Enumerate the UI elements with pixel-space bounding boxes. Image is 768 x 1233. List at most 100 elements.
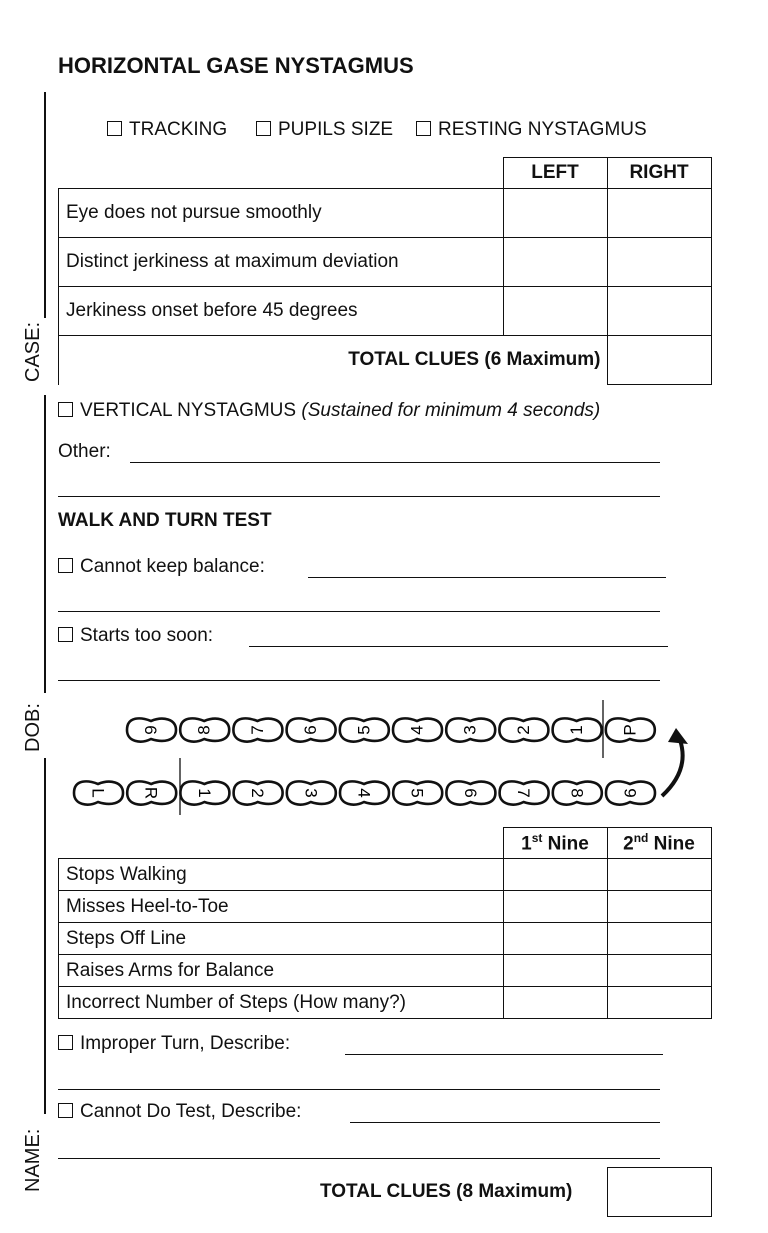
check-starts-too-soon[interactable]: Starts too soon:	[58, 625, 213, 647]
cell-second[interactable]	[606, 954, 712, 987]
footprint-5: 5	[391, 780, 444, 806]
name-line[interactable]	[44, 758, 46, 1114]
check-label: Improper Turn, Describe:	[80, 1033, 291, 1054]
check-label: Cannot keep balance:	[80, 556, 265, 577]
starts-line[interactable]	[249, 646, 668, 647]
total-clues-label: TOTAL CLUES (6 Maximum)	[58, 335, 607, 385]
footprint-9: 9	[125, 717, 178, 743]
other-line[interactable]	[130, 462, 660, 463]
cannot-do-line[interactable]	[350, 1122, 660, 1123]
cell-right[interactable]	[606, 237, 712, 287]
checkbox[interactable]	[416, 121, 431, 136]
footprint-L: L	[72, 780, 125, 806]
cannot-do-line-2[interactable]	[58, 1158, 660, 1159]
row-label: Steps Off Line	[58, 922, 504, 955]
row-label: Jerkiness onset before 45 degrees	[58, 286, 504, 336]
footprint-4: 4	[391, 717, 444, 743]
check-label: Starts too soon:	[80, 625, 214, 646]
case-line[interactable]	[44, 92, 46, 318]
svg-text:6: 6	[461, 788, 480, 797]
check-cannot-do-test[interactable]: Cannot Do Test, Describe:	[58, 1101, 301, 1123]
checkbox[interactable]	[256, 121, 271, 136]
hgn-table: LEFT RIGHT Eye does not pursue smoothly …	[58, 157, 712, 385]
footprint-1: 1	[179, 780, 231, 806]
cell-first[interactable]	[502, 954, 608, 987]
footprint-1: 1	[551, 717, 603, 743]
footprint-6: 6	[285, 717, 337, 743]
svg-text:4: 4	[408, 725, 427, 734]
table-row: Distinct jerkiness at maximum deviation	[58, 237, 712, 287]
cell-second[interactable]	[606, 922, 712, 955]
blank	[59, 828, 504, 859]
improper-turn-line[interactable]	[345, 1054, 663, 1055]
page-title: HORIZONTAL GASE NYSTAGMUS	[58, 53, 414, 78]
footprint-7: 7	[498, 780, 550, 806]
vertical-note: (Sustained for minimum 4 seconds)	[301, 400, 601, 421]
cell-first[interactable]	[502, 858, 608, 891]
footprint-R: R	[125, 780, 178, 806]
checkbox[interactable]	[58, 402, 73, 417]
balance-line[interactable]	[308, 577, 666, 578]
cell-second[interactable]	[606, 858, 712, 891]
row-label: Misses Heel-to-Toe	[58, 890, 504, 923]
cell-right[interactable]	[606, 286, 712, 336]
svg-text:9: 9	[142, 725, 161, 734]
footprint-5: 5	[338, 717, 391, 743]
header-second-nine: 2nd Nine	[606, 827, 712, 859]
total-clues-8-box[interactable]	[607, 1167, 712, 1217]
cell-first[interactable]	[502, 922, 608, 955]
checkbox[interactable]	[58, 1103, 73, 1118]
dob-line[interactable]	[44, 395, 46, 693]
check-tracking[interactable]: TRACKING	[107, 119, 227, 141]
cell-left[interactable]	[502, 286, 608, 336]
check-label: Cannot Do Test, Describe:	[80, 1101, 302, 1122]
footprint-8: 8	[551, 780, 604, 806]
svg-text:2: 2	[248, 788, 267, 797]
check-vertical-nystagmus[interactable]: VERTICAL NYSTAGMUS (Sustained for minimu…	[58, 400, 600, 422]
footprint-4: 4	[338, 780, 391, 806]
total-clues-box[interactable]	[606, 335, 712, 385]
footprint-3: 3	[444, 717, 497, 743]
cell-second[interactable]	[606, 986, 712, 1019]
case-label: CASE:	[22, 321, 44, 382]
table-row: Misses Heel-to-Toe	[58, 890, 712, 923]
svg-text:5: 5	[354, 725, 373, 734]
footprint-2: 2	[498, 717, 550, 743]
other-line-2[interactable]	[58, 496, 660, 497]
footprint-7: 7	[232, 717, 284, 743]
svg-text:7: 7	[248, 725, 267, 734]
blank	[59, 158, 504, 189]
checkbox[interactable]	[107, 121, 122, 136]
name-label: NAME:	[22, 1128, 44, 1192]
check-cannot-keep-balance[interactable]: Cannot keep balance:	[58, 556, 265, 578]
footprint-6: 6	[445, 780, 497, 806]
check-resting-nystagmus[interactable]: RESTING NYSTAGMUS	[416, 119, 647, 141]
cell-left[interactable]	[502, 188, 608, 238]
row-label: Stops Walking	[58, 858, 504, 891]
improper-turn-line-2[interactable]	[58, 1089, 660, 1090]
svg-text:P: P	[620, 724, 639, 735]
cell-first[interactable]	[502, 986, 608, 1019]
check-pupils-size[interactable]: PUPILS SIZE	[256, 119, 393, 141]
svg-text:6: 6	[301, 725, 320, 734]
check-label: RESTING NYSTAGMUS	[438, 119, 647, 140]
checkbox[interactable]	[58, 558, 73, 573]
svg-text:9: 9	[621, 788, 640, 797]
other-label: Other:	[58, 441, 111, 462]
cell-second[interactable]	[606, 890, 712, 923]
cell-first[interactable]	[502, 890, 608, 923]
footprint-P: P	[604, 717, 657, 743]
checkbox[interactable]	[58, 1035, 73, 1050]
checkbox[interactable]	[58, 627, 73, 642]
check-improper-turn[interactable]: Improper Turn, Describe:	[58, 1033, 290, 1055]
table-row: Stops Walking	[58, 858, 712, 891]
svg-text:4: 4	[355, 788, 374, 797]
cell-right[interactable]	[606, 188, 712, 238]
cell-left[interactable]	[502, 237, 608, 287]
balance-line-2[interactable]	[58, 611, 660, 612]
svg-text:3: 3	[301, 788, 320, 797]
footprints-diagram: 9 8 7 6 5 4 3 2 1 P L R 1 2 3 4 5 6 7 8 9	[72, 700, 688, 815]
turn-arrow-icon	[660, 739, 685, 798]
starts-line-2[interactable]	[58, 680, 660, 681]
table-row: Steps Off Line	[58, 922, 712, 955]
